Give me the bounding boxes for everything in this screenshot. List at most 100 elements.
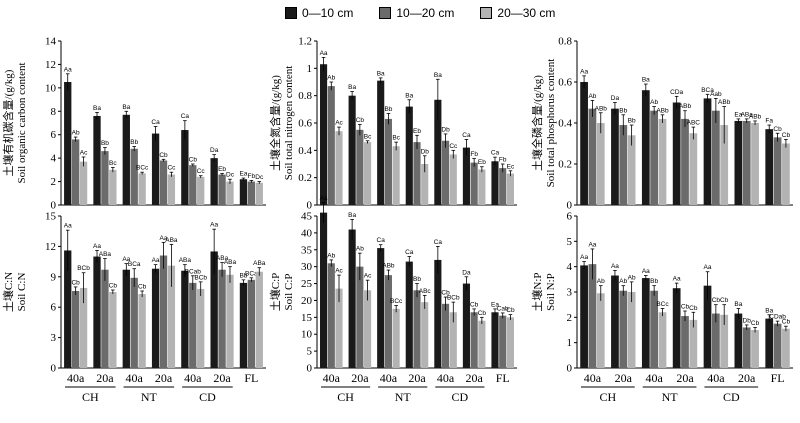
significance-letter: Cb [71,279,80,286]
significance-letter: Cb [356,117,365,124]
significance-letter: Aa [320,50,328,57]
significance-letter: Db [743,317,752,324]
significance-letter: Bb [413,276,421,283]
significance-letter: Cb [470,301,479,308]
y-axis-label-en: Soil C:N [16,273,28,312]
bar [197,288,205,368]
significance-letter: Bb [619,107,627,114]
significance-letter: BCa [245,270,258,277]
bar [71,290,80,368]
bar [703,98,712,205]
bar [470,162,478,205]
bar [167,174,176,205]
bar [327,263,335,368]
y-tick-label: 0.4 [298,145,312,157]
x-tick-label: 20a [465,371,483,385]
bar [348,95,356,205]
significance-letter: Bc [392,135,400,142]
bar [773,137,782,205]
significance-letter: Ab [356,246,364,253]
bar [421,164,429,205]
bar [711,313,720,368]
significance-letter: Cb [782,132,791,139]
y-tick-label: 0 [51,200,57,212]
bar [596,123,605,205]
bar [689,133,698,205]
significance-letter: Eb [478,159,486,166]
bar [79,161,88,205]
significance-letter: Cab [497,305,509,312]
bar [218,269,226,368]
x-tick-label: 40a [67,371,85,385]
bar [742,327,751,368]
significance-letter: Aa [704,264,712,271]
bar [641,278,650,368]
significance-letter: Ba [734,301,742,308]
y-tick-label: 2 [51,176,57,188]
y-tick-label: 0 [307,200,313,212]
bar [181,270,189,368]
y-tick-label: 4 [51,153,57,165]
significance-letter: Fb [248,173,256,180]
significance-letter: Eb [413,128,421,135]
significance-letter: ABa [741,111,754,118]
y-tick-label: 12 [45,241,56,253]
y-tick-label: 6 [51,129,57,141]
bar [499,315,507,368]
bar [619,125,628,205]
x-group-label: CH [337,390,354,404]
significance-letter: Bb [384,106,392,113]
bar [138,173,146,205]
panel-1: 0 0.2 0.4 0.6 0.8 1 1.2 土壤全氮含量/(g/kg) Soil total… [268,36,517,212]
bar [159,255,168,368]
bar [658,118,667,205]
bar [720,314,729,368]
y-tick-label: 10 [301,329,313,341]
bar [580,82,588,205]
bar [421,302,429,368]
significance-letter: Da [210,147,219,154]
y-tick-label: 35 [301,244,313,256]
significance-letter: Aa [588,241,596,248]
x-tick-label: 40a [437,371,455,385]
significance-letter: BCa [701,87,714,94]
significance-letter: Aa [642,268,650,275]
significance-letter: Cb [681,304,690,311]
panel-0: 0 2 4 6 8 10 12 14 土壤有机碳含量/(g/kg) Soil organic ca… [1,36,266,212]
bar [392,146,400,205]
significance-letter: Cb [712,297,721,304]
significance-letter: Cb [720,297,729,304]
bar [672,102,681,205]
significance-letter: Aab [710,91,722,98]
significance-letter: BCc [656,301,669,308]
bar [462,147,470,205]
significance-letter: Aa [64,223,72,230]
y-tick-label: 3 [567,287,573,299]
y-tick-label: 0.2 [558,159,572,171]
bar [506,317,514,368]
x-tick-label: 40a [645,371,663,385]
bar [167,265,176,368]
significance-letter: Ab [327,252,335,259]
bar [377,248,385,368]
significance-letter: ABb [382,263,395,270]
y-tick-label: 6 [567,211,573,223]
significance-letter: Cb [159,152,168,159]
significance-letter: Bb [650,278,658,285]
bar [672,288,681,368]
bar [210,158,218,205]
bar [101,269,109,368]
bar [773,323,782,368]
bar [392,308,400,368]
y-tick-label: 1.2 [298,36,312,48]
bar [627,292,636,368]
bar [247,279,256,368]
bar [239,282,248,368]
bar [364,290,372,368]
significance-letter: ABa [165,237,178,244]
bar [611,108,619,205]
x-group-label: CH [82,390,99,404]
y-tick-label: 0.2 [298,172,312,184]
bar [588,108,597,205]
